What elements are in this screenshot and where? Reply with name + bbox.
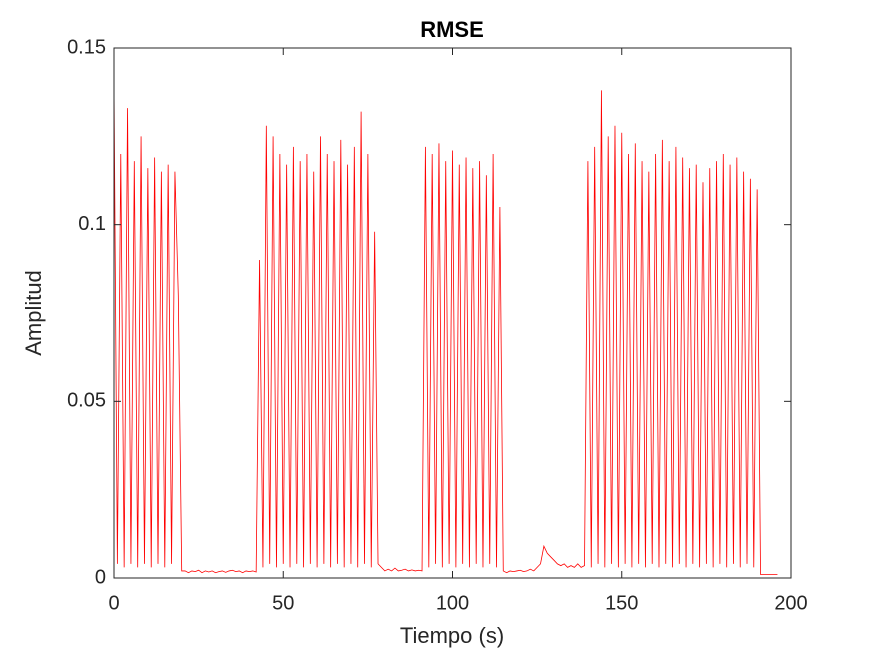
y-tick-label: 0.05 (67, 390, 106, 412)
x-tick-label: 150 (605, 592, 638, 614)
data-line (113, 83, 778, 575)
y-tick-label: 0 (95, 566, 106, 588)
x-axis-label: Tiempo (s) (400, 623, 504, 648)
x-tick-label: 0 (108, 592, 119, 614)
x-tick-label: 50 (272, 592, 294, 614)
y-axis-label: Amplitud (21, 270, 46, 356)
plot-area (114, 48, 791, 578)
x-tick-label: 200 (774, 592, 807, 614)
y-tick-label: 0.15 (67, 36, 106, 58)
x-tick-label: 100 (436, 592, 469, 614)
y-tick-label: 0.1 (78, 213, 106, 235)
chart-title: RMSE (420, 17, 484, 42)
